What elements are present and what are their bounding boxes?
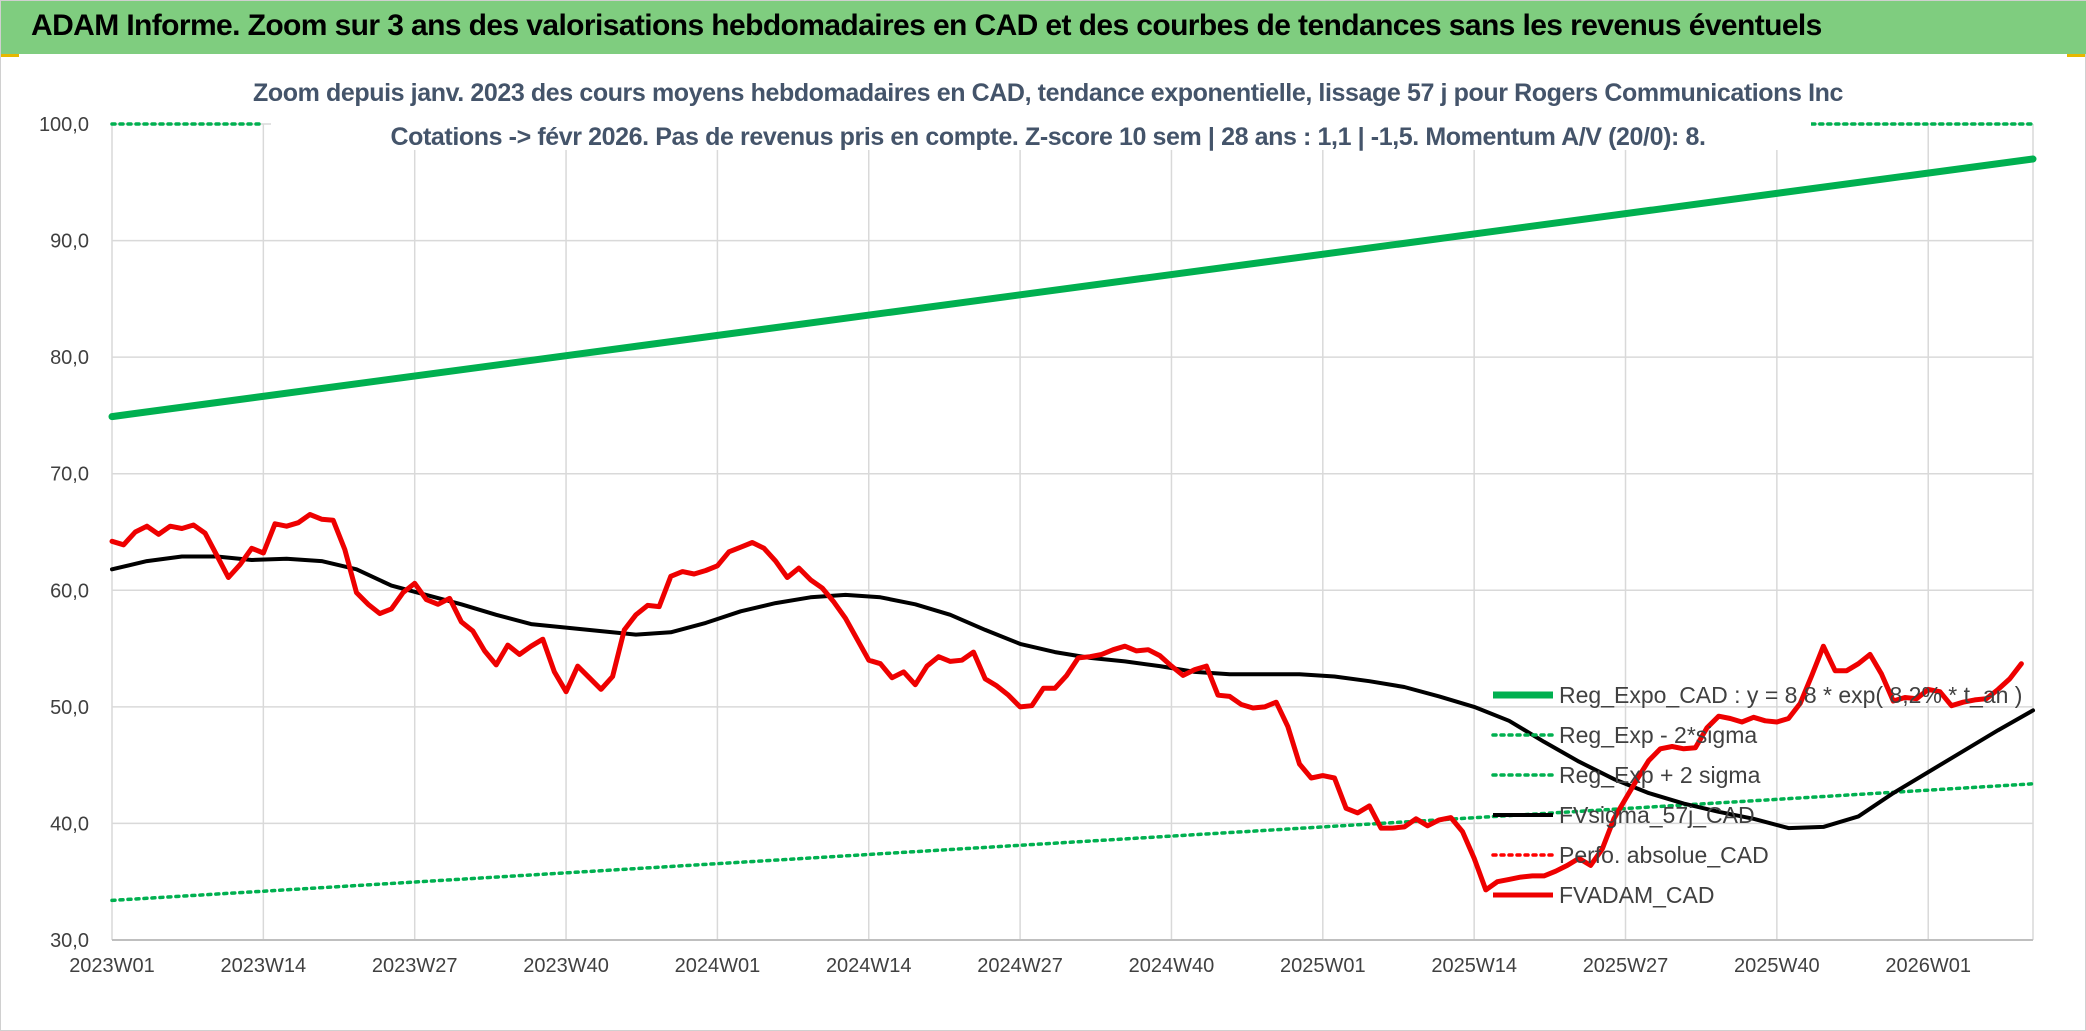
chart-legend: Reg_Expo_CAD : y = 8,8 * exp( 8,2% * t_a… bbox=[1491, 682, 2022, 908]
series-layer bbox=[108, 122, 2037, 903]
legend-label: FVADAM_CAD bbox=[1559, 882, 1715, 908]
x-tick-label: 2023W40 bbox=[523, 955, 609, 977]
x-axis-ticks: 2023W01 2023W14 2023W27 2023W40 2024W01 2024W… bbox=[69, 955, 1971, 977]
series-line-reg-sigma bbox=[110, 782, 2035, 903]
x-tick-label: 2024W27 bbox=[977, 955, 1063, 977]
y-axis-ticks: 30,0 40,0 50,0 60,0 70,0 80,0 90,0 100,0 bbox=[39, 114, 89, 952]
x-tick-label: 2026W01 bbox=[1885, 955, 1971, 977]
x-tick-label: 2023W27 bbox=[372, 955, 458, 977]
y-tick-label: 100,0 bbox=[39, 114, 89, 136]
y-tick-label: 50,0 bbox=[50, 697, 89, 719]
legend-label: Perfo. absolue_CAD bbox=[1559, 842, 1769, 868]
report-title: ADAM Informe. Zoom sur 3 ans des valoris… bbox=[31, 9, 1822, 42]
x-tick-label: 2024W14 bbox=[826, 955, 912, 977]
y-tick-label: 40,0 bbox=[50, 813, 89, 835]
x-tick-label: 2024W01 bbox=[675, 955, 761, 977]
chart-title-line2: Cotations -> févr 2026. Pas de revenus p… bbox=[390, 123, 1705, 151]
legend-label: Reg_Exp + 2 sigma bbox=[1559, 762, 1761, 788]
decorative-corner-right bbox=[2067, 54, 2085, 57]
y-tick-label: 70,0 bbox=[50, 464, 89, 486]
x-tick-label: 2025W40 bbox=[1734, 955, 1820, 977]
x-tick-label: 2024W40 bbox=[1129, 955, 1215, 977]
title-backdrop bbox=[271, 62, 1811, 150]
x-tick-label: 2025W01 bbox=[1280, 955, 1366, 977]
y-tick-label: 80,0 bbox=[50, 347, 89, 369]
series-line-fvsigma-cad bbox=[110, 554, 2035, 831]
y-tick-label: 90,0 bbox=[50, 231, 89, 253]
series-line-reg-an bbox=[108, 155, 2037, 421]
y-tick-label: 60,0 bbox=[50, 580, 89, 602]
legend-label: Reg_Expo_CAD : y = 8,8 * exp( 8,2% * t_a… bbox=[1559, 682, 2022, 708]
legend-label: Reg_Exp - 2*sigma bbox=[1559, 722, 1757, 748]
series-line-fvadam-cad bbox=[109, 512, 2024, 893]
gridlines bbox=[111, 123, 2034, 941]
x-tick-label: 2023W14 bbox=[221, 955, 307, 977]
x-tick-label: 2025W27 bbox=[1583, 955, 1669, 977]
chart-title-line1: Zoom depuis janv. 2023 des cours moyens … bbox=[253, 79, 1844, 107]
x-tick-label: 2025W14 bbox=[1431, 955, 1517, 977]
report-banner: ADAM Informe. Zoom sur 3 ans des valoris… bbox=[1, 1, 2086, 54]
legend-label: FVsigma_57j_CAD bbox=[1559, 802, 1755, 828]
x-tick-label: 2023W01 bbox=[69, 955, 155, 977]
y-tick-label: 30,0 bbox=[50, 930, 89, 952]
decorative-corner-left bbox=[1, 54, 19, 57]
chart-canvas: 30,0 40,0 50,0 60,0 70,0 80,0 90,0 100,0 2023W0… bbox=[39, 62, 2037, 977]
